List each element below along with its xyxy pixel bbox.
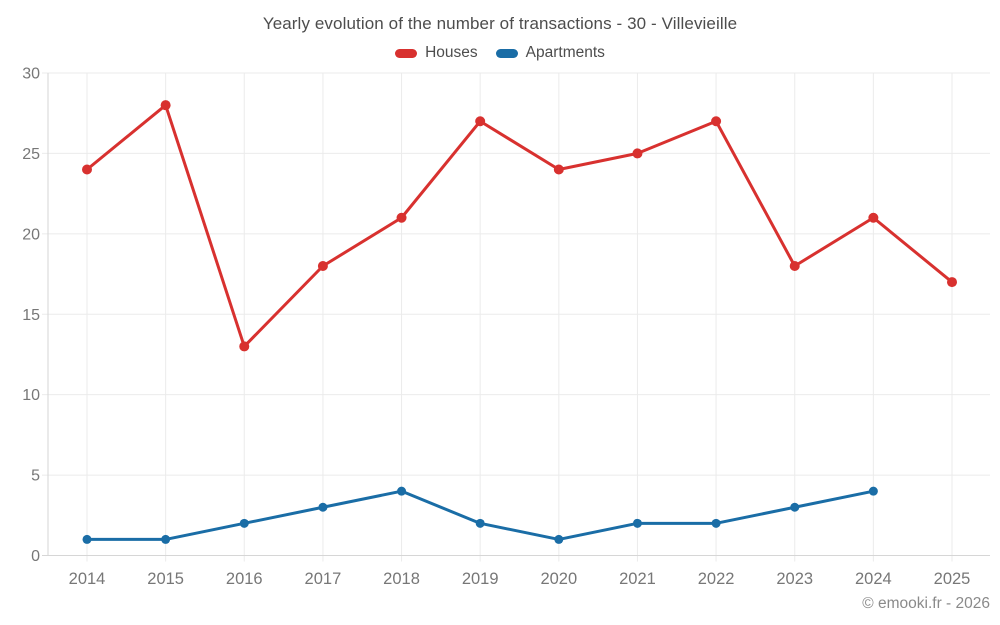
data-point-apartments-2014[interactable] [82,534,92,544]
data-point-apartments-2024[interactable] [868,486,878,496]
x-axis-tick-label-2022: 2022 [698,570,735,588]
data-point-apartments-2017[interactable] [318,502,328,512]
x-axis-tick-label-2019: 2019 [462,570,499,588]
y-axis-tick-label: 25 [22,146,40,163]
chart-legend: Houses Apartments [0,44,1000,62]
y-axis-tick-label: 10 [22,387,40,404]
data-point-houses-2016[interactable] [239,341,250,352]
data-point-apartments-2022[interactable] [711,518,721,528]
x-axis-tick-label-2018: 2018 [383,570,420,588]
data-point-apartments-2016[interactable] [239,518,249,528]
data-point-houses-2014[interactable] [82,164,92,175]
copyright-footer: © emooki.fr - 2026 [862,595,990,612]
data-point-houses-2022[interactable] [711,116,722,127]
legend-swatch-houses [395,48,418,58]
data-point-houses-2018[interactable] [396,212,407,223]
series-line-houses [85,103,954,348]
legend-item-apartments[interactable]: Apartments [495,44,605,62]
data-point-houses-2023[interactable] [789,261,800,271]
y-axis-tick-label: 0 [31,548,40,565]
y-axis-tick-label: 30 [22,66,40,83]
legend-swatch-apartments [495,48,518,58]
data-point-houses-2019[interactable] [475,116,486,127]
y-axis-tick-label: 20 [22,226,40,243]
data-point-apartments-2015[interactable] [161,534,171,544]
x-axis-tick-label-2024: 2024 [855,570,892,588]
data-point-houses-2020[interactable] [553,164,564,175]
data-point-apartments-2018[interactable] [397,486,407,496]
data-point-apartments-2019[interactable] [475,518,485,528]
data-point-houses-2025[interactable] [947,277,957,288]
x-axis-tick-label-2017: 2017 [305,570,342,588]
y-axis-tick-label: 5 [31,468,40,485]
data-point-houses-2021[interactable] [632,148,643,159]
x-axis-tick-label-2021: 2021 [619,570,656,588]
data-point-apartments-2020[interactable] [554,534,564,544]
legend-item-houses[interactable]: Houses [395,44,478,62]
legend-label: Apartments [525,44,605,61]
data-point-houses-2015[interactable] [160,100,171,111]
x-axis-tick-label-2020: 2020 [540,570,577,588]
x-axis-tick-label-2025: 2025 [934,570,971,588]
data-point-apartments-2023[interactable] [790,502,800,512]
data-point-apartments-2021[interactable] [632,518,642,528]
x-axis-tick-label-2014: 2014 [69,570,106,588]
data-point-houses-2017[interactable] [317,261,328,271]
data-point-houses-2024[interactable] [868,212,879,223]
chart-title: Yearly evolution of the number of transa… [262,14,738,33]
x-axis-tick-label-2016: 2016 [226,570,263,588]
legend-label: Houses [425,44,478,61]
x-axis-tick-label-2015: 2015 [147,570,184,588]
y-axis-tick-label: 15 [22,307,40,324]
x-axis-tick-label-2023: 2023 [776,570,813,588]
